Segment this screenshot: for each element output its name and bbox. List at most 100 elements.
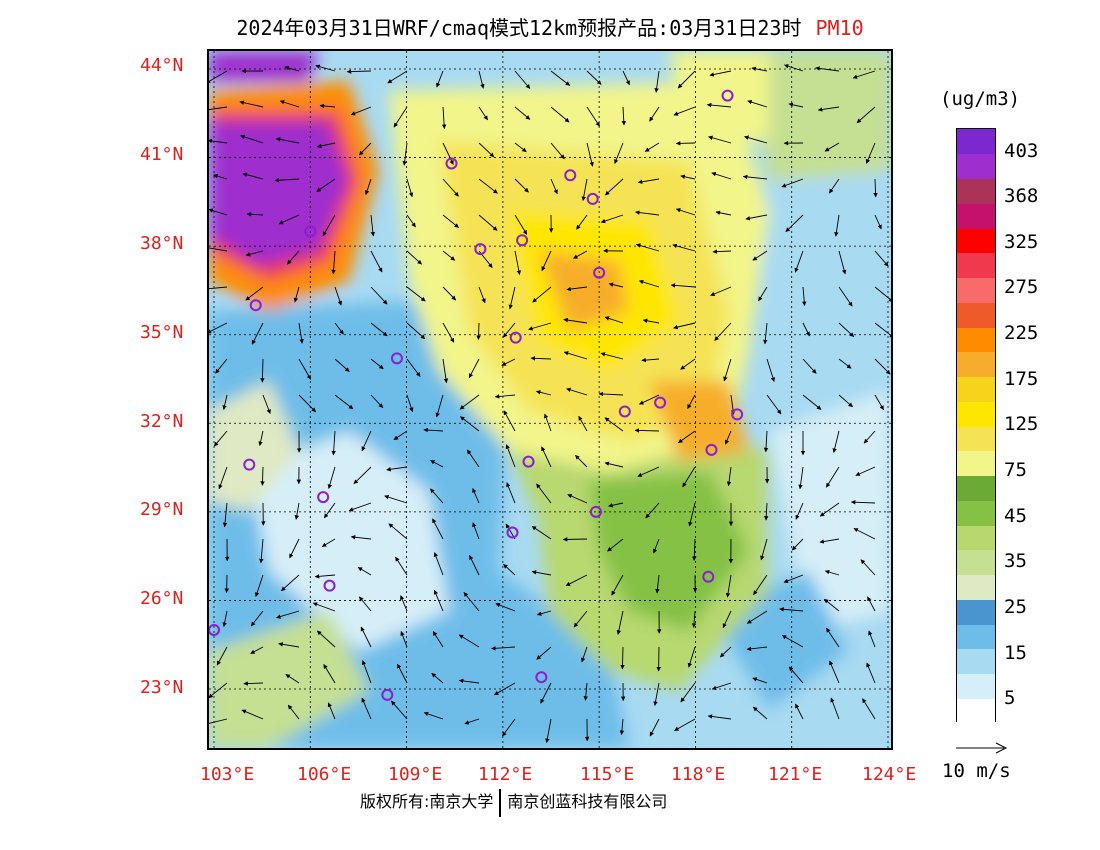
wind-vector (608, 502, 624, 508)
wind-vector (824, 569, 840, 576)
wind-vector (853, 527, 876, 540)
wind-vector (709, 70, 732, 77)
colorbar-segment (957, 698, 995, 724)
wind-vector (653, 682, 660, 706)
wind-vector (274, 178, 300, 183)
wind-vector (873, 178, 878, 198)
wind-vector (442, 286, 457, 301)
wind-vector (316, 178, 336, 192)
wind-vector (726, 466, 732, 487)
wind-vector (785, 214, 804, 233)
wind-vector (406, 322, 426, 340)
wind-vector (566, 387, 588, 396)
station-marker (516, 234, 529, 247)
wind-vector (752, 677, 768, 684)
colorbar-segment (957, 450, 995, 476)
map-canvas (209, 51, 891, 748)
wind-vector (395, 556, 408, 576)
wind-vector (334, 394, 354, 410)
wind-vector (251, 322, 264, 345)
wind-vector (781, 635, 804, 648)
wind-vector (550, 178, 558, 195)
colorbar-label: 325 (1004, 231, 1039, 253)
wind-vector (637, 178, 660, 184)
wind-vector (550, 142, 565, 160)
wind-vector (316, 142, 336, 149)
wind-vector (691, 610, 697, 628)
wind-vector (298, 358, 312, 380)
wind-vector (638, 394, 660, 405)
wind-vector (442, 214, 459, 228)
concentration-field (209, 51, 891, 748)
wind-vector (815, 66, 840, 72)
wind-vector (388, 523, 408, 540)
wind-vector (781, 178, 804, 188)
wind-vector (278, 214, 300, 225)
wind-vector (586, 142, 594, 167)
wind-vector (331, 250, 336, 275)
wind-vector (400, 595, 408, 612)
wind-vector (250, 646, 264, 654)
wind-vector (535, 390, 552, 396)
wind-vector (562, 537, 588, 542)
wind-vector (742, 174, 768, 180)
wind-vector (620, 646, 625, 670)
colorbar-label: 175 (1004, 368, 1039, 390)
wind-vector (645, 502, 660, 519)
lat-label-38: 38°N (140, 233, 184, 254)
wind-vector (491, 646, 516, 651)
legend-unit: (ug/m3) (940, 88, 1021, 110)
grid-lines (209, 51, 891, 748)
station-marker (209, 623, 220, 636)
wind-vector (423, 711, 444, 720)
wind-vector (652, 538, 660, 554)
colorbar-segment (957, 376, 995, 402)
wind-vector (760, 538, 768, 561)
wind-vector (583, 682, 589, 701)
wind-vector (838, 322, 855, 338)
wind-vector (216, 646, 228, 666)
wind-vector (514, 70, 531, 89)
wind-vector (472, 522, 480, 540)
station-marker (390, 352, 403, 365)
wind-vector (240, 134, 264, 144)
wind-vector (802, 394, 822, 410)
wind-vector (432, 631, 444, 648)
wind-vector (635, 243, 660, 252)
wind-vectors (209, 64, 891, 744)
wind-vector (677, 70, 696, 89)
wind-vector (825, 466, 840, 488)
wind-vector (209, 106, 228, 111)
lon-label-103: 103°E (200, 764, 255, 785)
station-marker (506, 526, 519, 539)
lat-label-35: 35°N (140, 322, 184, 343)
wind-vector (563, 351, 588, 360)
wind-vector (468, 358, 480, 379)
wind-vector (370, 394, 384, 409)
wind-vector (246, 212, 264, 217)
wind-vector (802, 322, 810, 337)
wind-vector (370, 286, 388, 305)
wind-vector (528, 322, 552, 331)
wind-vector (540, 682, 552, 704)
wind-vector (503, 410, 516, 432)
wind-vector (752, 706, 768, 720)
wind-vector (874, 286, 891, 303)
wind-vector (550, 106, 570, 123)
wind-vector (714, 322, 732, 341)
wind-vector (674, 718, 696, 731)
wind-vector (478, 70, 485, 89)
station-marker (654, 396, 667, 409)
lat-label-44: 44°N (140, 55, 184, 76)
wind-vector (753, 574, 768, 596)
wind-vector (541, 446, 552, 468)
wind-vector (794, 703, 804, 720)
colorbar-label: 225 (1004, 322, 1039, 344)
wind-vector (530, 356, 552, 361)
station-marker (702, 570, 715, 583)
wind-vector (763, 430, 769, 453)
wind-vector (222, 610, 228, 627)
station-marker (474, 243, 487, 256)
lon-label-124: 124°E (862, 764, 917, 785)
station-marker (593, 266, 606, 279)
